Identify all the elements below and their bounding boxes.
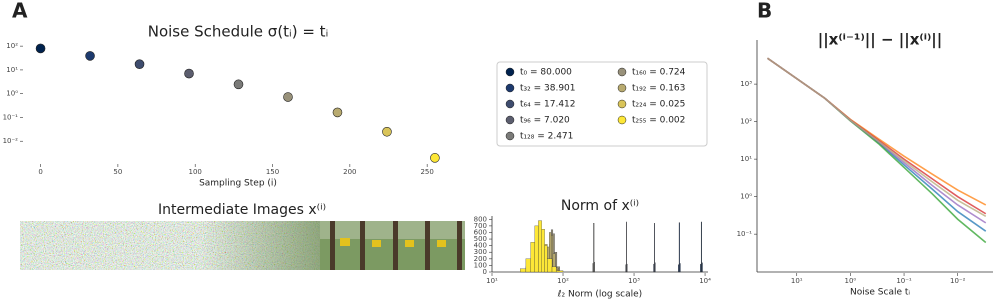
legend-label: t₆₄ = 17.412 bbox=[520, 100, 576, 110]
x-tick-label: 200 bbox=[343, 168, 356, 176]
hist-bar bbox=[626, 263, 628, 273]
point bbox=[85, 51, 95, 61]
hist-bar bbox=[520, 268, 527, 273]
x-tick-label: 10⁰ bbox=[845, 277, 857, 285]
legend-label: t₂₅₅ = 0.002 bbox=[632, 116, 685, 126]
y-tick-label: 10⁻² bbox=[3, 137, 19, 145]
image-strip bbox=[20, 221, 465, 270]
legend-marker bbox=[505, 131, 515, 141]
legend-label: t₁₆₀ = 0.724 bbox=[632, 68, 686, 78]
hist-bar bbox=[678, 222, 680, 273]
hist-bar bbox=[525, 258, 531, 273]
point bbox=[382, 126, 392, 137]
legend-marker bbox=[505, 83, 515, 93]
hist-bar bbox=[654, 262, 656, 273]
x-axis-label: ℓ₂ Norm (log scale) bbox=[557, 290, 642, 300]
hist-bar bbox=[530, 242, 535, 273]
y-tick-label: 500 bbox=[474, 235, 487, 243]
legend-marker bbox=[617, 67, 627, 77]
point bbox=[184, 68, 194, 79]
chart-title: ||x⁽ⁱ⁻¹⁾|| − ||x⁽ⁱ⁾|| bbox=[818, 31, 943, 50]
legend-label: t₉₆ = 7.020 bbox=[520, 116, 570, 126]
line bbox=[767, 57, 987, 244]
y-tick-label: 10⁰ bbox=[740, 193, 752, 201]
y-tick-label: 10⁰ bbox=[6, 90, 18, 98]
legend bbox=[496, 61, 708, 147]
x-tick-label: 10³ bbox=[628, 277, 640, 285]
point bbox=[233, 79, 244, 90]
hist-bar bbox=[626, 221, 627, 273]
hist-bar bbox=[547, 258, 553, 273]
y-tick-label: 0 bbox=[483, 268, 487, 276]
y-tick-label: 200 bbox=[474, 255, 487, 263]
y-tick-label: 10¹ bbox=[740, 155, 752, 163]
y-tick-label: 700 bbox=[474, 222, 487, 230]
hist-bar bbox=[541, 229, 545, 273]
legend-marker bbox=[505, 99, 515, 109]
y-tick-label: 10¹ bbox=[6, 66, 18, 74]
legend-label: t₁₂₈ = 2.471 bbox=[520, 132, 573, 142]
legend-marker bbox=[617, 99, 627, 109]
x-tick-label: 100 bbox=[189, 168, 202, 176]
hist-bar bbox=[593, 223, 595, 273]
hist-bar bbox=[701, 262, 703, 273]
x-tick-label: 10⁴ bbox=[699, 277, 711, 285]
line bbox=[767, 57, 987, 217]
x-tick-label: 10⁻¹ bbox=[896, 277, 912, 285]
y-tick-label: 100 bbox=[474, 261, 487, 269]
legend-marker bbox=[617, 115, 627, 125]
x-tick-label: 10¹ bbox=[486, 277, 498, 285]
point bbox=[332, 107, 343, 118]
images-title: Intermediate Images x⁽ⁱ⁾ bbox=[158, 202, 326, 218]
y-tick-label: 600 bbox=[474, 228, 487, 236]
hist-bar bbox=[593, 261, 595, 273]
legend-label: t₁₉₂ = 0.163 bbox=[632, 84, 685, 94]
hist-bar bbox=[555, 270, 564, 273]
line bbox=[767, 57, 987, 232]
point bbox=[35, 43, 46, 54]
chart-title: Noise Schedule σ(tᵢ) = tᵢ bbox=[148, 23, 329, 41]
x-tick-label: 50 bbox=[113, 168, 122, 176]
legend-marker bbox=[505, 115, 515, 125]
point bbox=[283, 92, 293, 102]
legend-label: t₃₂ = 38.901 bbox=[520, 84, 576, 94]
hist-bar bbox=[551, 266, 557, 273]
y-tick-label: 10³ bbox=[740, 80, 752, 88]
legend-marker bbox=[617, 83, 627, 93]
hist-bar bbox=[544, 245, 548, 273]
y-tick-label: 400 bbox=[474, 242, 487, 250]
y-tick-label: 800 bbox=[474, 215, 487, 223]
legend-label: t₂₂₄ = 0.025 bbox=[632, 100, 685, 110]
x-tick-label: 10² bbox=[557, 277, 569, 285]
x-axis-label: Sampling Step (i) bbox=[199, 179, 277, 189]
hist-bar bbox=[700, 221, 702, 273]
legend-marker bbox=[505, 67, 515, 77]
panel-label: B bbox=[757, 0, 772, 23]
y-tick-label: 10⁻¹ bbox=[737, 230, 753, 238]
y-tick-label: 10⁻¹ bbox=[3, 113, 19, 121]
point bbox=[430, 153, 440, 163]
legend-label: t₀ = 80.000 bbox=[520, 68, 572, 78]
x-tick-label: 0 bbox=[38, 168, 42, 176]
y-tick-label: 10² bbox=[6, 42, 18, 50]
hist-bar bbox=[534, 225, 539, 273]
x-axis-label: Noise Scale tᵢ bbox=[850, 288, 910, 298]
hist-bar bbox=[538, 220, 542, 273]
x-tick-label: 10¹ bbox=[791, 277, 803, 285]
panel-label: A bbox=[12, 0, 28, 23]
x-tick-label: 150 bbox=[266, 168, 279, 176]
y-tick-label: 10² bbox=[740, 118, 752, 126]
hist-bar bbox=[654, 223, 655, 273]
x-tick-label: 10⁻² bbox=[950, 277, 966, 285]
y-tick-label: 300 bbox=[474, 248, 487, 256]
hist-bar bbox=[679, 263, 681, 273]
chart-title: Norm of x⁽ⁱ⁾ bbox=[561, 198, 639, 214]
point bbox=[134, 59, 145, 69]
x-tick-label: 250 bbox=[420, 168, 433, 176]
